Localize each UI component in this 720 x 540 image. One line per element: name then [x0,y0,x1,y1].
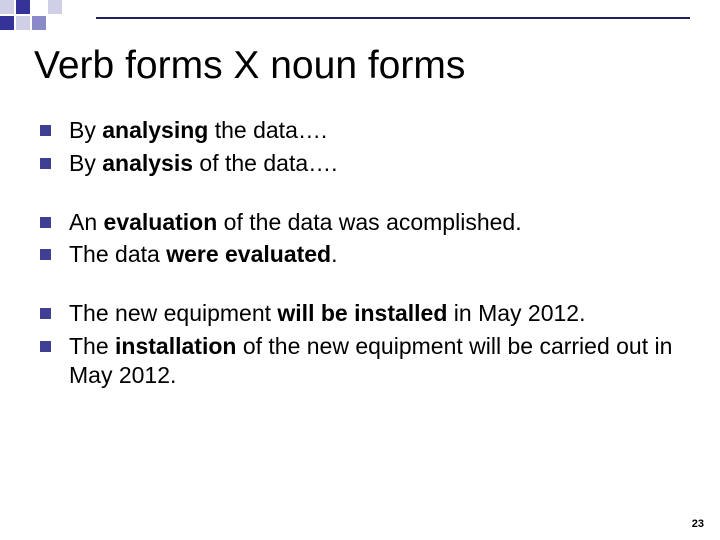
slide-title: Verb forms X noun forms [34,44,465,88]
slide-body: By analysing the data…. By analysis of th… [40,116,680,419]
list-item-text: By analysing the data…. [69,116,680,145]
list-item: An evaluation of the data was acomplishe… [40,208,680,237]
bullet-icon [40,217,51,228]
bullet-icon [40,341,51,352]
list-item: The new equipment will be installed in M… [40,299,680,328]
list-item: The installation of the new equipment wi… [40,332,680,390]
list-item-text: The data were evaluated. [69,240,680,269]
list-item-text: The new equipment will be installed in M… [69,299,680,328]
list-item-text: The installation of the new equipment wi… [69,332,680,390]
bullet-icon [40,249,51,260]
bullet-group: The new equipment will be installed in M… [40,299,680,389]
list-item: By analysis of the data…. [40,149,680,178]
list-item: The data were evaluated. [40,240,680,269]
top-decoration [0,0,720,30]
bullet-icon [40,125,51,136]
corner-squares-icon [0,0,96,30]
list-item: By analysing the data…. [40,116,680,145]
list-item-text: An evaluation of the data was acomplishe… [69,208,680,237]
bullet-icon [40,308,51,319]
bullet-group: By analysing the data…. By analysis of th… [40,116,680,178]
page-number: 23 [692,518,704,530]
bullet-icon [40,158,51,169]
list-item-text: By analysis of the data…. [69,149,680,178]
header-rule [96,17,690,19]
bullet-group: An evaluation of the data was acomplishe… [40,208,680,270]
